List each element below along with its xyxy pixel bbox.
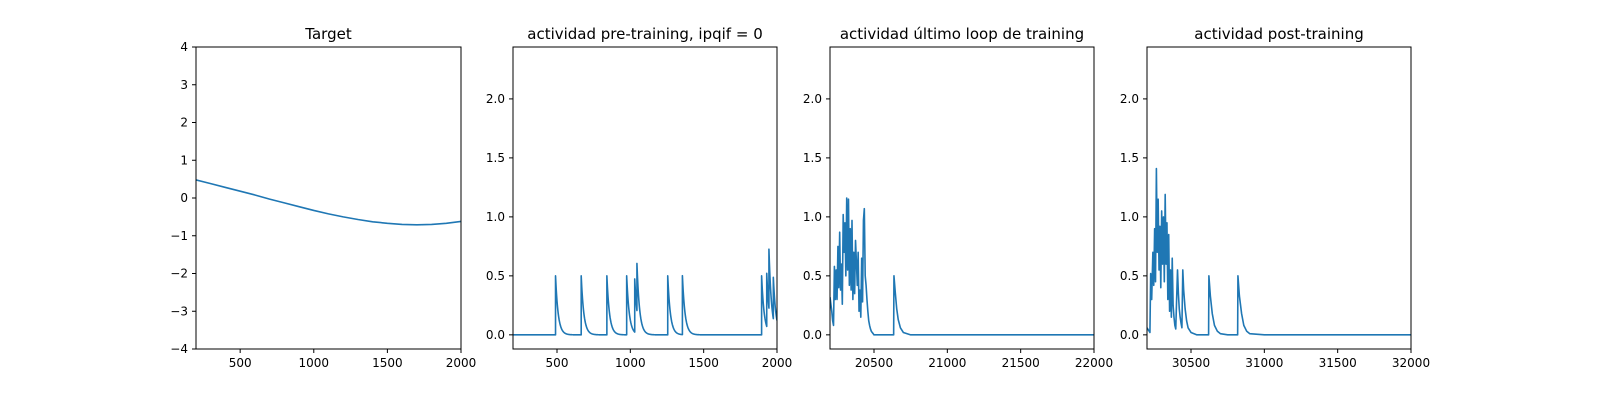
- x-tick-label: 2000: [446, 356, 477, 370]
- axes-frame: [195, 46, 462, 350]
- subplot-target: Target 500 1000 1500 2000 −4 −3 −2 −1 0 1 2 3 4: [170, 25, 476, 370]
- x-tick-label: 1500: [688, 356, 719, 370]
- x-tick-label: 21500: [1002, 356, 1040, 370]
- y-tick-label: 1.0: [1120, 210, 1139, 224]
- y-tick-label: 4: [180, 40, 188, 54]
- subplot-title: actividad post-training: [1194, 25, 1363, 43]
- series-line: [830, 197, 1094, 336]
- axes-frame: [512, 46, 778, 350]
- y-tick-label: 0.5: [1120, 269, 1139, 283]
- subplot-title: Target: [304, 25, 352, 43]
- axes-frame: [1146, 46, 1412, 350]
- y-tick-label: 0: [180, 191, 188, 205]
- y-tick-label: 1.5: [1120, 151, 1139, 165]
- y-tick-label: 2.0: [486, 92, 505, 106]
- series-line: [1147, 167, 1411, 336]
- y-tick-label: −2: [170, 267, 188, 281]
- x-tick-label: 31000: [1245, 356, 1283, 370]
- y-tick-label: 1.0: [486, 210, 505, 224]
- subplot-post-training: actividad post-training 30500 31000 31500 3…: [1120, 25, 1430, 370]
- subplot-last-training-loop: actividad último loop de training 20500 2…: [803, 25, 1113, 370]
- y-tick-label: 1.0: [803, 210, 822, 224]
- x-tick-label: 32000: [1392, 356, 1430, 370]
- y-tick-label: 0.5: [803, 269, 822, 283]
- y-tick-label: −3: [170, 304, 188, 318]
- y-tick-label: −1: [170, 229, 188, 243]
- subplot-pre-training: actividad pre-training, ipqif = 0 500 100…: [486, 25, 792, 370]
- x-tick-label: 22000: [1075, 356, 1113, 370]
- y-tick-label: 0.5: [486, 269, 505, 283]
- x-tick-label: 31500: [1319, 356, 1357, 370]
- x-tick-label: 30500: [1172, 356, 1210, 370]
- y-tick-label: 3: [180, 78, 188, 92]
- y-tick-label: 1.5: [486, 151, 505, 165]
- y-tick-label: 0.0: [1120, 328, 1139, 342]
- y-tick-label: 0.0: [803, 328, 822, 342]
- axes-frame: [829, 46, 1095, 350]
- y-tick-label: 1.5: [803, 151, 822, 165]
- y-tick-label: 2.0: [1120, 92, 1139, 106]
- series-line: [513, 248, 777, 336]
- x-tick-label: 21000: [928, 356, 966, 370]
- subplot-title: actividad pre-training, ipqif = 0: [527, 25, 763, 43]
- subplot-title: actividad último loop de training: [840, 25, 1084, 43]
- y-tick-label: 2: [180, 116, 188, 130]
- x-tick-label: 1000: [615, 356, 646, 370]
- y-tick-label: 1: [180, 153, 188, 167]
- y-tick-label: 0.0: [486, 328, 505, 342]
- x-tick-label: 20500: [855, 356, 893, 370]
- x-tick-label: 500: [229, 356, 252, 370]
- x-tick-label: 1000: [299, 356, 330, 370]
- x-tick-label: 1500: [372, 356, 403, 370]
- series-line: [196, 179, 461, 226]
- x-tick-label: 500: [546, 356, 569, 370]
- y-tick-label: −4: [170, 342, 188, 356]
- y-tick-label: 2.0: [803, 92, 822, 106]
- x-tick-label: 2000: [762, 356, 793, 370]
